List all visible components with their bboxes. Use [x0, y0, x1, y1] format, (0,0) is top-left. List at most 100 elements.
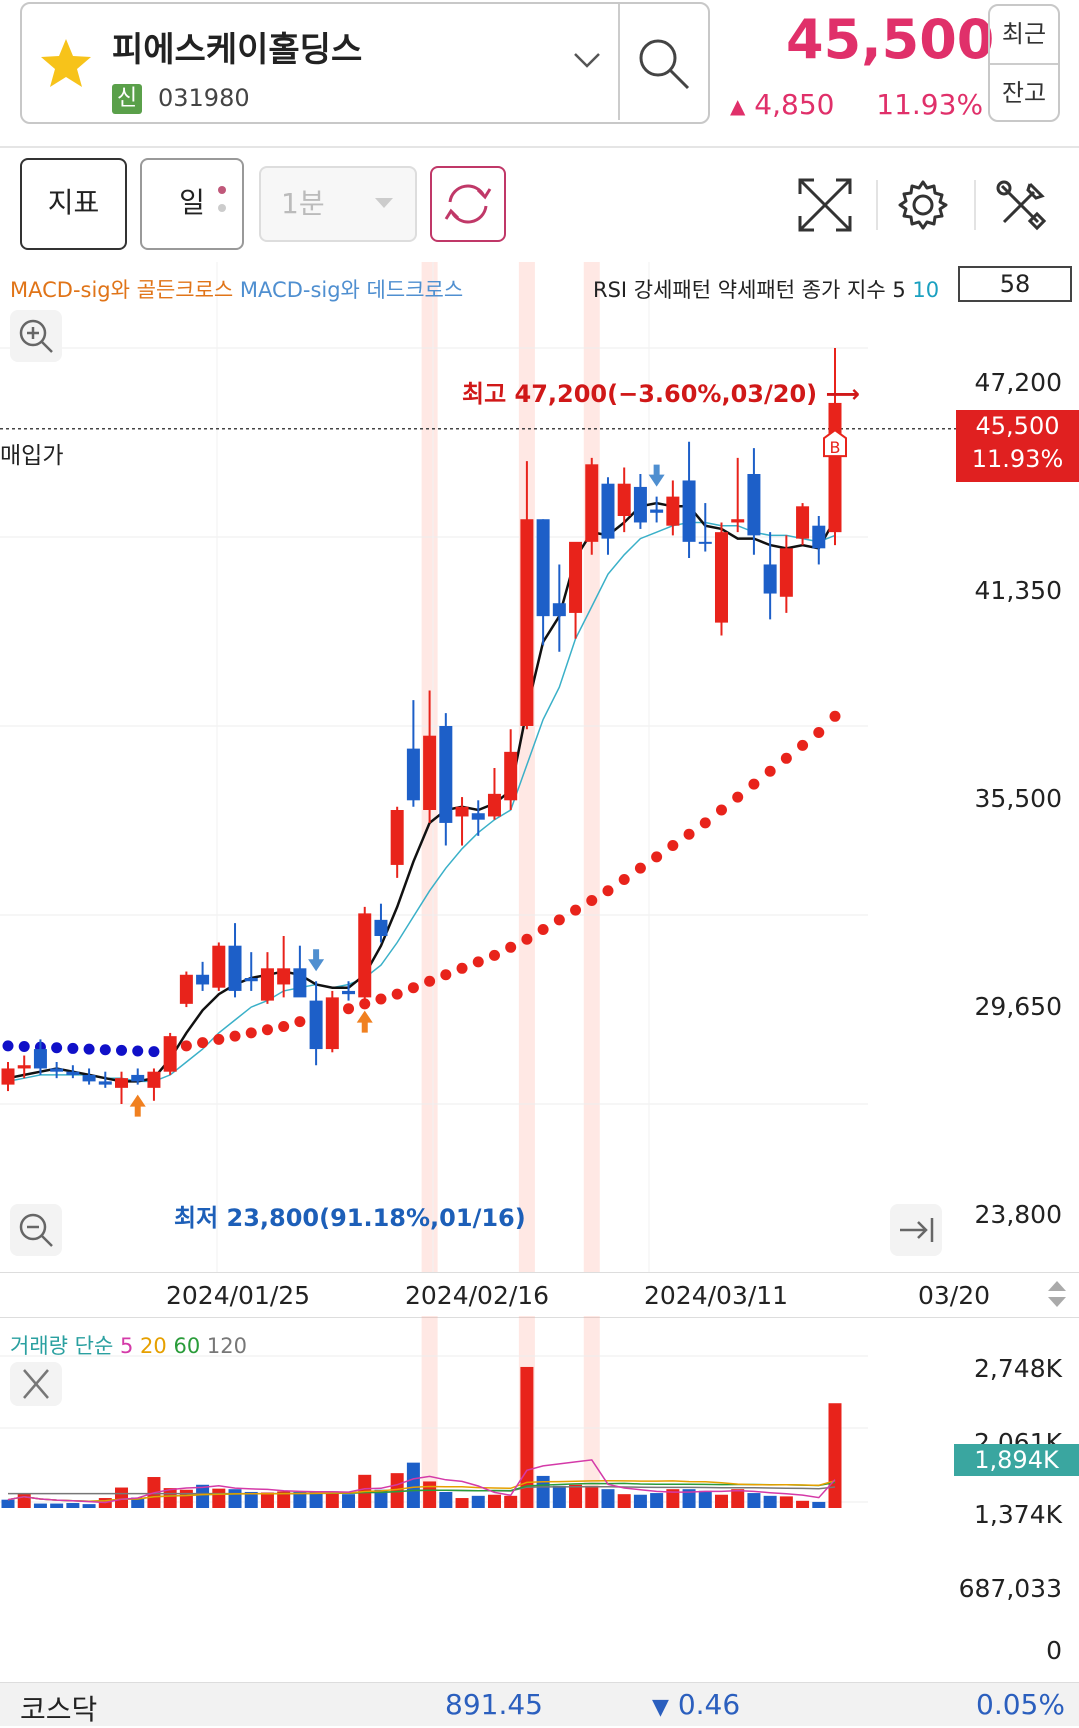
volume-chart[interactable] [0, 1316, 1079, 1682]
volume-bar [277, 1491, 291, 1508]
volume-bar [131, 1497, 145, 1508]
volume-bar [601, 1489, 615, 1508]
divider [990, 63, 1058, 65]
psar-dot [83, 1043, 95, 1055]
psar-dot [748, 778, 760, 790]
recent-button[interactable]: 최근 [1001, 20, 1047, 48]
minute-select[interactable]: 1분 [259, 166, 417, 242]
buy-marker: B [823, 428, 847, 458]
volume-bar [471, 1495, 485, 1508]
volume-bar [179, 1489, 193, 1508]
psar-dot [505, 941, 517, 953]
zoom-out-icon[interactable] [10, 1204, 62, 1256]
volume-bar [585, 1485, 599, 1508]
signal-highlight [583, 262, 600, 1272]
x-axis: 2024/01/25 2024/02/16 2024/03/11 03/20 [0, 1272, 1079, 1318]
volume-bar [650, 1493, 664, 1508]
volume-bar [504, 1495, 518, 1508]
psar-dot [797, 739, 809, 751]
x-tick: 03/20 [918, 1281, 991, 1310]
volume-bar [666, 1489, 680, 1508]
volume-bar [293, 1491, 307, 1508]
close-icon[interactable] [10, 1362, 62, 1406]
volume-bar [439, 1491, 453, 1508]
candle-body [277, 968, 291, 985]
market-change-percent: 0.05% [976, 1688, 1065, 1721]
price-change: ▲ 4,850 11.93% [730, 88, 983, 121]
volume-bar [82, 1504, 96, 1508]
volume-bar [342, 1494, 356, 1508]
favorite-star-icon[interactable] [38, 36, 94, 92]
credit-badge: 신 [112, 84, 142, 114]
indicator-button[interactable]: 지표 [20, 158, 127, 250]
divider [974, 180, 976, 230]
candle-body [471, 813, 485, 820]
x-tick: 2024/01/25 [166, 1281, 311, 1310]
chevron-down-icon[interactable] [572, 50, 602, 70]
candle-body [650, 509, 664, 513]
candle-body [585, 464, 599, 542]
candle-body [536, 519, 550, 617]
volume-bar [196, 1484, 210, 1508]
volume-bar [682, 1489, 696, 1508]
zoom-in-icon[interactable] [10, 310, 62, 362]
balance-button[interactable]: 잔고 [1001, 79, 1047, 107]
gear-icon[interactable] [896, 178, 950, 232]
rsi-legend: RSI 강세패턴 약세패턴 종가 지수 5 10 [593, 278, 940, 302]
psar-dot [116, 1044, 128, 1056]
candle-body [358, 913, 372, 998]
volume-bar [763, 1495, 777, 1508]
buy-signal-arrow [356, 1010, 373, 1033]
psar-dot [715, 804, 727, 816]
market-index-bar[interactable] [0, 1682, 1079, 1726]
price-chart[interactable]: B [0, 262, 1079, 1272]
purchase-price-label: 매입가 [0, 443, 64, 469]
psar-dot [359, 998, 371, 1010]
period-label: 일 [179, 186, 205, 219]
psar-dot [197, 1037, 209, 1049]
candle-body [520, 519, 534, 726]
fullscreen-icon[interactable] [798, 178, 852, 232]
psar-dot [294, 1016, 306, 1028]
change-value: 4,850 [754, 88, 835, 121]
period-button[interactable]: 일 [140, 158, 244, 250]
scroll-to-latest-icon[interactable] [890, 1204, 942, 1256]
volume-bar [455, 1498, 469, 1508]
psar-dot [440, 969, 452, 981]
psar-dot [148, 1046, 160, 1058]
psar-dot [343, 1003, 355, 1015]
psar-dot [634, 862, 646, 874]
current-price: 45,500 [786, 8, 995, 71]
psar-dot [51, 1042, 63, 1054]
rsi-value-box[interactable]: 58 [958, 266, 1072, 302]
refresh-button[interactable] [430, 166, 506, 242]
ma5-line [7, 501, 837, 1083]
search-icon[interactable] [636, 36, 692, 92]
candle-body [82, 1074, 96, 1082]
candle-body [325, 997, 339, 1050]
psar-dot [375, 993, 387, 1005]
psar-dot [732, 791, 744, 803]
candle-body [747, 474, 761, 536]
psar-dot [391, 988, 403, 1000]
candle-body [504, 751, 518, 801]
buy-signal-arrow [129, 1094, 146, 1117]
tools-icon[interactable] [994, 178, 1048, 232]
x-tick: 2024/03/11 [644, 1281, 789, 1310]
psar-dot [488, 949, 500, 961]
signal-highlight [421, 1316, 438, 1508]
candle-body [714, 532, 728, 623]
candle-body [115, 1078, 129, 1088]
resize-handle-icon[interactable] [1040, 1277, 1074, 1311]
divider [876, 180, 878, 230]
y-tick: 1,374K [974, 1500, 1062, 1529]
psar-dot [553, 914, 565, 926]
psar-dot [667, 840, 679, 852]
sell-signal-arrow [308, 949, 325, 972]
y-tick: 2,748K [974, 1354, 1062, 1383]
psar-dot [132, 1045, 144, 1057]
volume-bar [260, 1492, 274, 1508]
volume-bar [309, 1491, 323, 1508]
signal-highlight [583, 1316, 600, 1508]
candle-body [228, 945, 242, 991]
